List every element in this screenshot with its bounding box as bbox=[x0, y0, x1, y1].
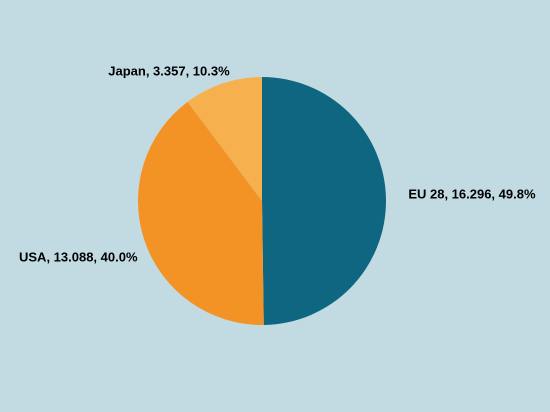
pie-slice bbox=[262, 77, 386, 325]
data-label: Japan, 3.357, 10.3% bbox=[108, 64, 230, 79]
pie-slice bbox=[137, 101, 264, 326]
pie-slice bbox=[187, 77, 262, 201]
data-label: EU 28, 16.296, 49.8% bbox=[408, 186, 536, 201]
data-label: USA, 13.088, 40.0% bbox=[19, 250, 138, 265]
